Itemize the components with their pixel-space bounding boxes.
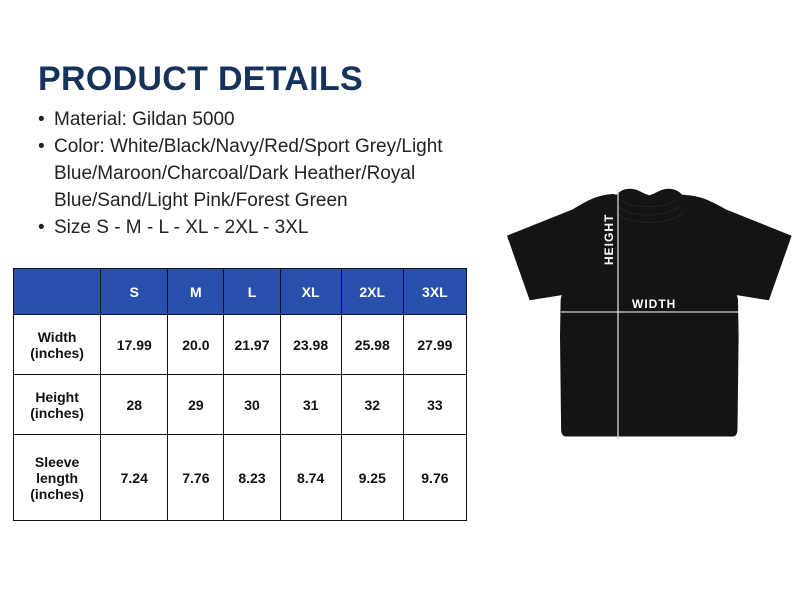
svg-text:WIDTH: WIDTH (632, 297, 676, 311)
svg-text:HEIGHT: HEIGHT (602, 214, 616, 265)
